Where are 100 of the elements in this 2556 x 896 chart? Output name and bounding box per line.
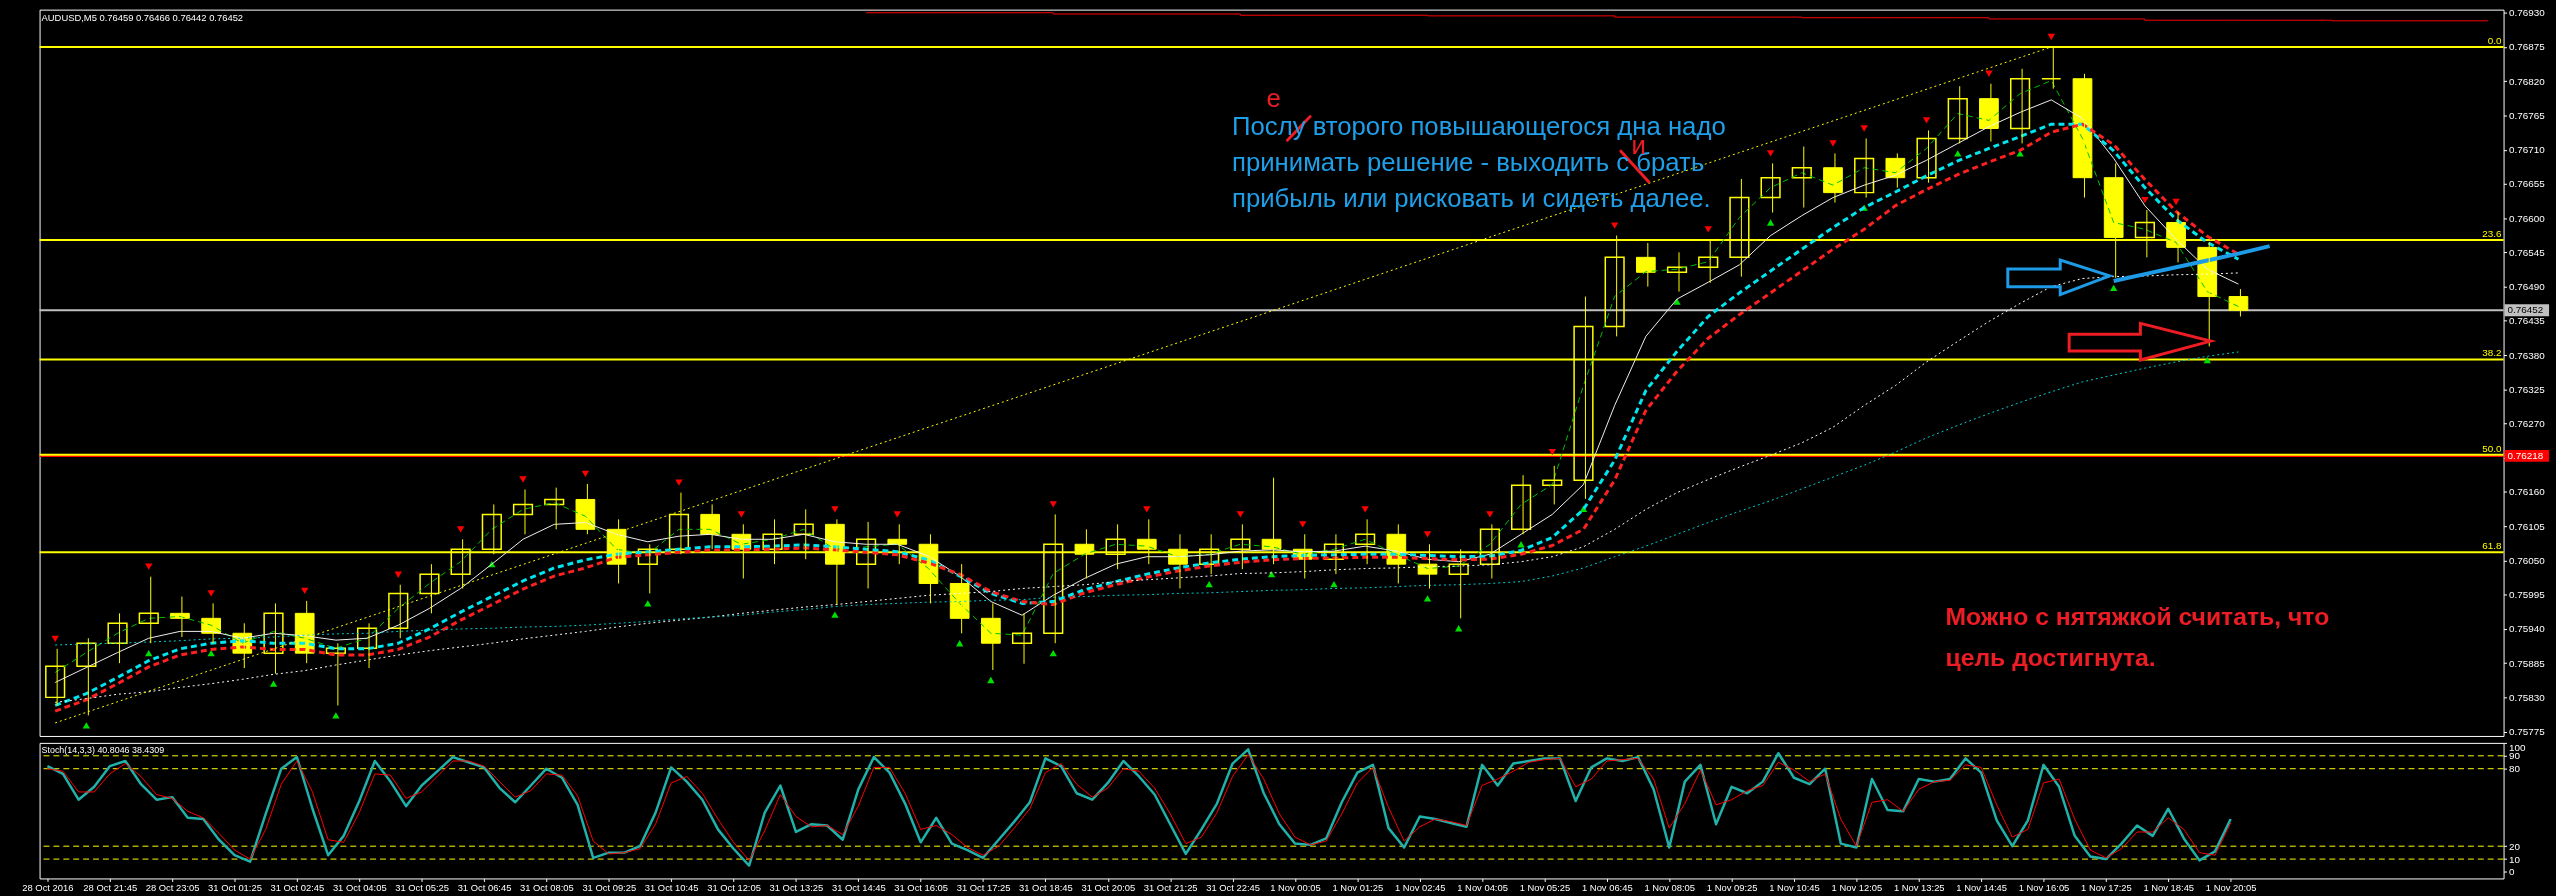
point: [1610, 222, 1619, 229]
point: [2203, 356, 2211, 364]
y-tick-label: 0.75830: [2509, 691, 2546, 703]
y-tick-label: 0.76160: [2509, 486, 2546, 498]
point: [456, 526, 465, 533]
x-tick-label: 31 Oct 01:25: [208, 881, 262, 893]
annotation: 23.6: [2482, 227, 2503, 239]
chart-title: AUDUSD,M5 0.76459 0.76466 0.76442 0.76452: [41, 11, 244, 23]
x-tick-label: 31 Oct 09:25: [582, 881, 637, 893]
annotation: 0.0: [2487, 35, 2503, 47]
point: [1205, 580, 1213, 588]
x-tick-label: 1 Nov 18:45: [2143, 881, 2195, 893]
y-tick-label: 0.76600: [2509, 212, 2546, 224]
candlestick: [981, 602, 1001, 671]
point: [581, 470, 590, 478]
y-tick-label: 0.76050: [2509, 554, 2546, 566]
point: [2172, 198, 2180, 206]
annotation: цель достигнута.: [1945, 643, 2156, 671]
annotation: е: [1266, 83, 1281, 112]
point: [831, 506, 839, 513]
y-tick-label: 0.76105: [2509, 520, 2546, 532]
point: [737, 511, 746, 518]
candlestick: [76, 637, 97, 716]
y-tick-label: 0.75775: [2509, 726, 2546, 738]
point: [269, 680, 278, 687]
candlestick: [388, 584, 409, 639]
y-tick-label: 0.76270: [2509, 417, 2546, 429]
x-tick-label: 31 Oct 10:45: [644, 881, 699, 893]
point: [1049, 501, 1057, 508]
point: [1330, 580, 1338, 588]
point: [1486, 511, 1494, 518]
x-tick-label: 1 Nov 16:05: [2018, 881, 2070, 893]
point: [145, 650, 153, 657]
x-tick-label: 28 Oct 2016: [22, 881, 74, 893]
x-tick-label: 1 Nov 00:05: [1270, 881, 1321, 893]
y-tick-label: 0.75885: [2509, 657, 2546, 669]
candlestick: [2010, 68, 2031, 144]
y-tick-label: 20: [2509, 840, 2521, 852]
point: [1049, 650, 1057, 657]
point: [1954, 150, 1962, 157]
x-tick-label: 31 Oct 22:45: [1206, 881, 1260, 893]
x-tick-label: 1 Nov 09:25: [1706, 881, 1758, 893]
x-tick-label: 1 Nov 20:05: [2205, 881, 2257, 893]
x-tick-label: 1 Nov 01:25: [1332, 881, 1384, 893]
y-tick-label: 0.76875: [2509, 41, 2546, 53]
y-tick-label: 80: [2509, 763, 2521, 775]
point: [332, 712, 340, 719]
point: [1361, 506, 1369, 513]
x-tick-label: 31 Oct 14:45: [831, 881, 886, 893]
x-tick-label: 1 Nov 05:25: [1519, 881, 1571, 893]
ref-line-label: 0.76452: [2507, 304, 2544, 316]
x-tick-label: 28 Oct 23:05: [145, 881, 200, 893]
candlestick: [544, 487, 565, 530]
point: [145, 563, 153, 570]
point: [1423, 595, 1432, 602]
chart-title: Stoch(14,3,3) 40.8046 38.4309: [41, 744, 165, 755]
x-tick-label: 31 Oct 02:45: [270, 881, 325, 893]
y-tick-label: 0.76380: [2509, 349, 2546, 361]
y-tick-label: 0.76930: [2509, 7, 2546, 19]
x-tick-label: 31 Oct 20:05: [1081, 881, 1136, 893]
x-tick-label: 31 Oct 08:05: [520, 881, 574, 893]
ref-line-label: 0.76218: [2507, 449, 2544, 461]
x-tick-label: 31 Oct 16:05: [894, 881, 949, 893]
point: [1548, 448, 1556, 456]
candlestick: [2072, 73, 2093, 199]
x-tick-label: 1 Nov 13:25: [1893, 881, 1945, 893]
x-tick-label: 1 Nov 12:05: [1831, 881, 1883, 893]
x-tick-label: 1 Nov 14:45: [1956, 881, 2007, 893]
point: [987, 676, 995, 684]
y-tick-label: 0.76655: [2509, 178, 2546, 190]
annotation: 50.0: [2482, 442, 2503, 454]
point: [1829, 140, 1837, 147]
candlestick: [512, 489, 534, 535]
x-tick-label: 31 Oct 04:05: [332, 881, 387, 893]
x-tick-label: 31 Oct 18:45: [1019, 881, 1073, 893]
y-tick-label: 0.76710: [2509, 144, 2546, 156]
point: [301, 587, 309, 595]
point: [1922, 117, 1931, 124]
y-tick-label: 10: [2509, 853, 2521, 865]
candlestick: [45, 648, 66, 706]
candlestick: [2228, 288, 2249, 317]
point: [1860, 125, 1868, 132]
point: [831, 611, 839, 618]
y-tick-label: 0.76490: [2509, 281, 2546, 293]
x-tick-label: 1 Nov 06:45: [1582, 881, 1633, 893]
x-tick-label: 31 Oct 12:05: [707, 881, 761, 893]
x-tick-label: 31 Oct 06:45: [457, 881, 512, 893]
point: [1704, 226, 1712, 233]
candlestick: [419, 563, 440, 614]
point: [893, 511, 901, 518]
x-tick-label: 1 Nov 02:45: [1394, 881, 1446, 893]
y-tick-label: 0.76765: [2509, 109, 2546, 121]
point: [519, 476, 527, 483]
y-tick-label: 0.76435: [2509, 315, 2546, 327]
x-tick-label: 31 Oct 17:25: [956, 881, 1011, 893]
point: [1766, 150, 1775, 157]
line-series: [2111, 244, 2272, 283]
x-tick-label: 1 Nov 17:25: [2081, 881, 2132, 893]
x-tick-label: 1 Nov 10:45: [1769, 881, 1820, 893]
x-tick-label: 1 Nov 08:05: [1644, 881, 1696, 893]
